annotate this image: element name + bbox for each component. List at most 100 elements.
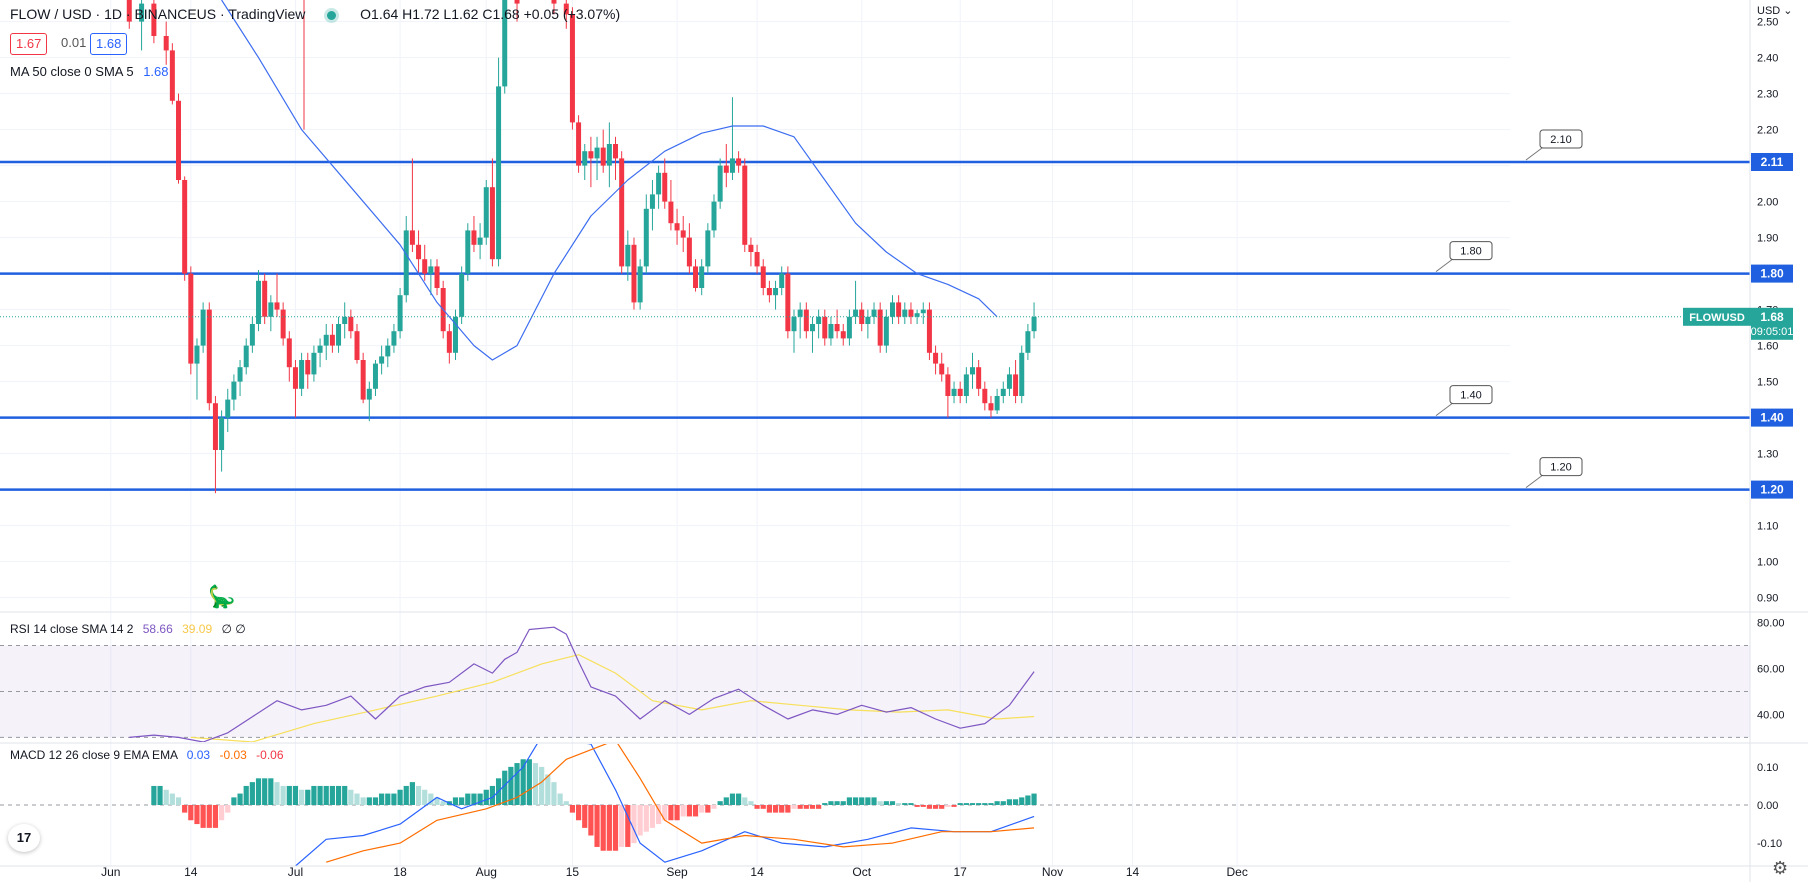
price-tag-label: 1.40 (1760, 411, 1784, 425)
candle-body (668, 201, 674, 224)
candle-body (889, 302, 895, 317)
candle-body (219, 417, 225, 450)
candle-body (243, 345, 249, 368)
signal-value: -0.03 (219, 748, 247, 762)
macd-hist-bar (803, 805, 809, 809)
macd-hist-bar (945, 805, 951, 807)
x-tick-label: Nov (1042, 865, 1063, 879)
macd-hist-bar (403, 785, 409, 805)
y-tick-label: 2.20 (1757, 125, 1778, 137)
macd-hist-bar (262, 778, 268, 805)
macd-hist-bar (385, 793, 391, 805)
macd-hist-bar (299, 789, 305, 805)
candle-body (619, 158, 625, 267)
rsi-legend[interactable]: RSI 14 close SMA 14 2 58.66 39.09 ∅ ∅ (10, 622, 246, 636)
macd-hist-bar (932, 805, 939, 809)
macd-hist-bar (871, 797, 877, 805)
sell-price-button[interactable]: 1.67 (10, 33, 48, 55)
candle-body (1006, 374, 1012, 389)
macd-hist-bar (1019, 797, 1025, 805)
candle-body (779, 273, 785, 288)
macd-hist-bar (883, 801, 889, 805)
buy-price-button[interactable]: 1.68 (90, 33, 128, 55)
macd-hist-bar (649, 805, 656, 828)
macd-hist-bar (557, 793, 563, 805)
rsi-legend-label: RSI 14 close SMA 14 2 (10, 622, 134, 636)
candle-body (385, 345, 391, 357)
macd-hist-bar (625, 805, 631, 847)
candle-body (606, 144, 612, 166)
macd-hist-bar (754, 805, 760, 809)
macd-hist-bar (483, 789, 489, 805)
rsi-tick-label: 80.00 (1757, 618, 1785, 630)
candle-body (902, 309, 908, 317)
macd-hist-bar (459, 797, 465, 805)
candle-body (797, 309, 803, 317)
ma-legend-value: 1.68 (143, 64, 169, 79)
note-box (1539, 457, 1583, 477)
tradingview-logo-icon[interactable]: 17 (8, 824, 40, 852)
candle-body (760, 266, 766, 288)
candle-body (1000, 388, 1006, 396)
macd-hist-bar (939, 805, 945, 809)
macd-hist-bar (711, 805, 717, 809)
macd-hist-bar (692, 805, 699, 817)
macd-hist-bar (889, 801, 896, 805)
candle-body (1031, 316, 1037, 332)
candle-body (834, 324, 840, 332)
x-tick-label: Oct (852, 865, 871, 879)
macd-hist-bar (1012, 799, 1019, 805)
ma-legend[interactable]: MA 50 close 0 SMA 5 1.68 (10, 64, 169, 79)
macd-hist-bar (686, 805, 692, 817)
macd-hist-bar (391, 793, 397, 805)
macd-hist-bar (311, 785, 317, 805)
candle-body (600, 147, 606, 166)
macd-hist-bar (225, 805, 231, 813)
macd-hist-bar (428, 793, 434, 805)
currency-selector[interactable]: USD ⌄ (1757, 5, 1793, 17)
symbol-title[interactable]: FLOW / USD · 1D · BINANCEUS · TradingVie… (10, 6, 306, 22)
macd-hist-bar (619, 805, 625, 847)
macd-hist-bar (532, 763, 539, 805)
y-tick-label: 1.30 (1757, 449, 1778, 461)
macd-hist-bar (372, 797, 379, 805)
macd-hist-bar (323, 785, 329, 805)
candle-body (249, 324, 255, 346)
macd-hist-bar (582, 805, 588, 828)
candle-body (348, 316, 354, 332)
macd-hist-bar (760, 805, 766, 809)
dino-icon[interactable]: 🦕 (208, 584, 236, 609)
candle-body (471, 230, 477, 245)
candle-body (754, 252, 760, 267)
macd-hist-bar (188, 805, 194, 821)
macd-hist-bar (668, 805, 674, 821)
macd-hist-bar (508, 766, 514, 805)
candle-body (182, 180, 188, 274)
macd-hist-bar (772, 805, 779, 813)
macd-hist-bar (206, 805, 212, 828)
macd-hist-bar (588, 805, 594, 836)
macd-hist-bar (951, 805, 957, 807)
price-tag (1751, 153, 1793, 171)
candle-body (649, 194, 655, 209)
macd-hist-bar (809, 805, 816, 809)
candle-body (323, 334, 329, 346)
x-tick-label: Aug (476, 865, 497, 879)
settings-gear-icon[interactable]: ⚙ (1772, 858, 1789, 878)
macd-hist-bar (865, 797, 871, 805)
candle-body (742, 165, 748, 245)
macd-hist-bar (1031, 793, 1037, 805)
candle-body (791, 316, 797, 332)
price-tag-label: 1.20 (1760, 483, 1784, 497)
candle-body (126, 0, 132, 22)
macd-hist-bar (342, 785, 348, 805)
y-tick-label: 1.90 (1757, 233, 1778, 245)
candle-body (563, 3, 569, 15)
macd-hist-bar (514, 763, 520, 805)
macd-hist-bar (748, 801, 754, 805)
macd-legend[interactable]: MACD 12 26 close 9 EMA EMA 0.03 -0.03 -0… (10, 748, 284, 762)
candle-body (576, 122, 582, 166)
macd-hist-bar (182, 805, 188, 813)
candle-body (926, 309, 932, 353)
